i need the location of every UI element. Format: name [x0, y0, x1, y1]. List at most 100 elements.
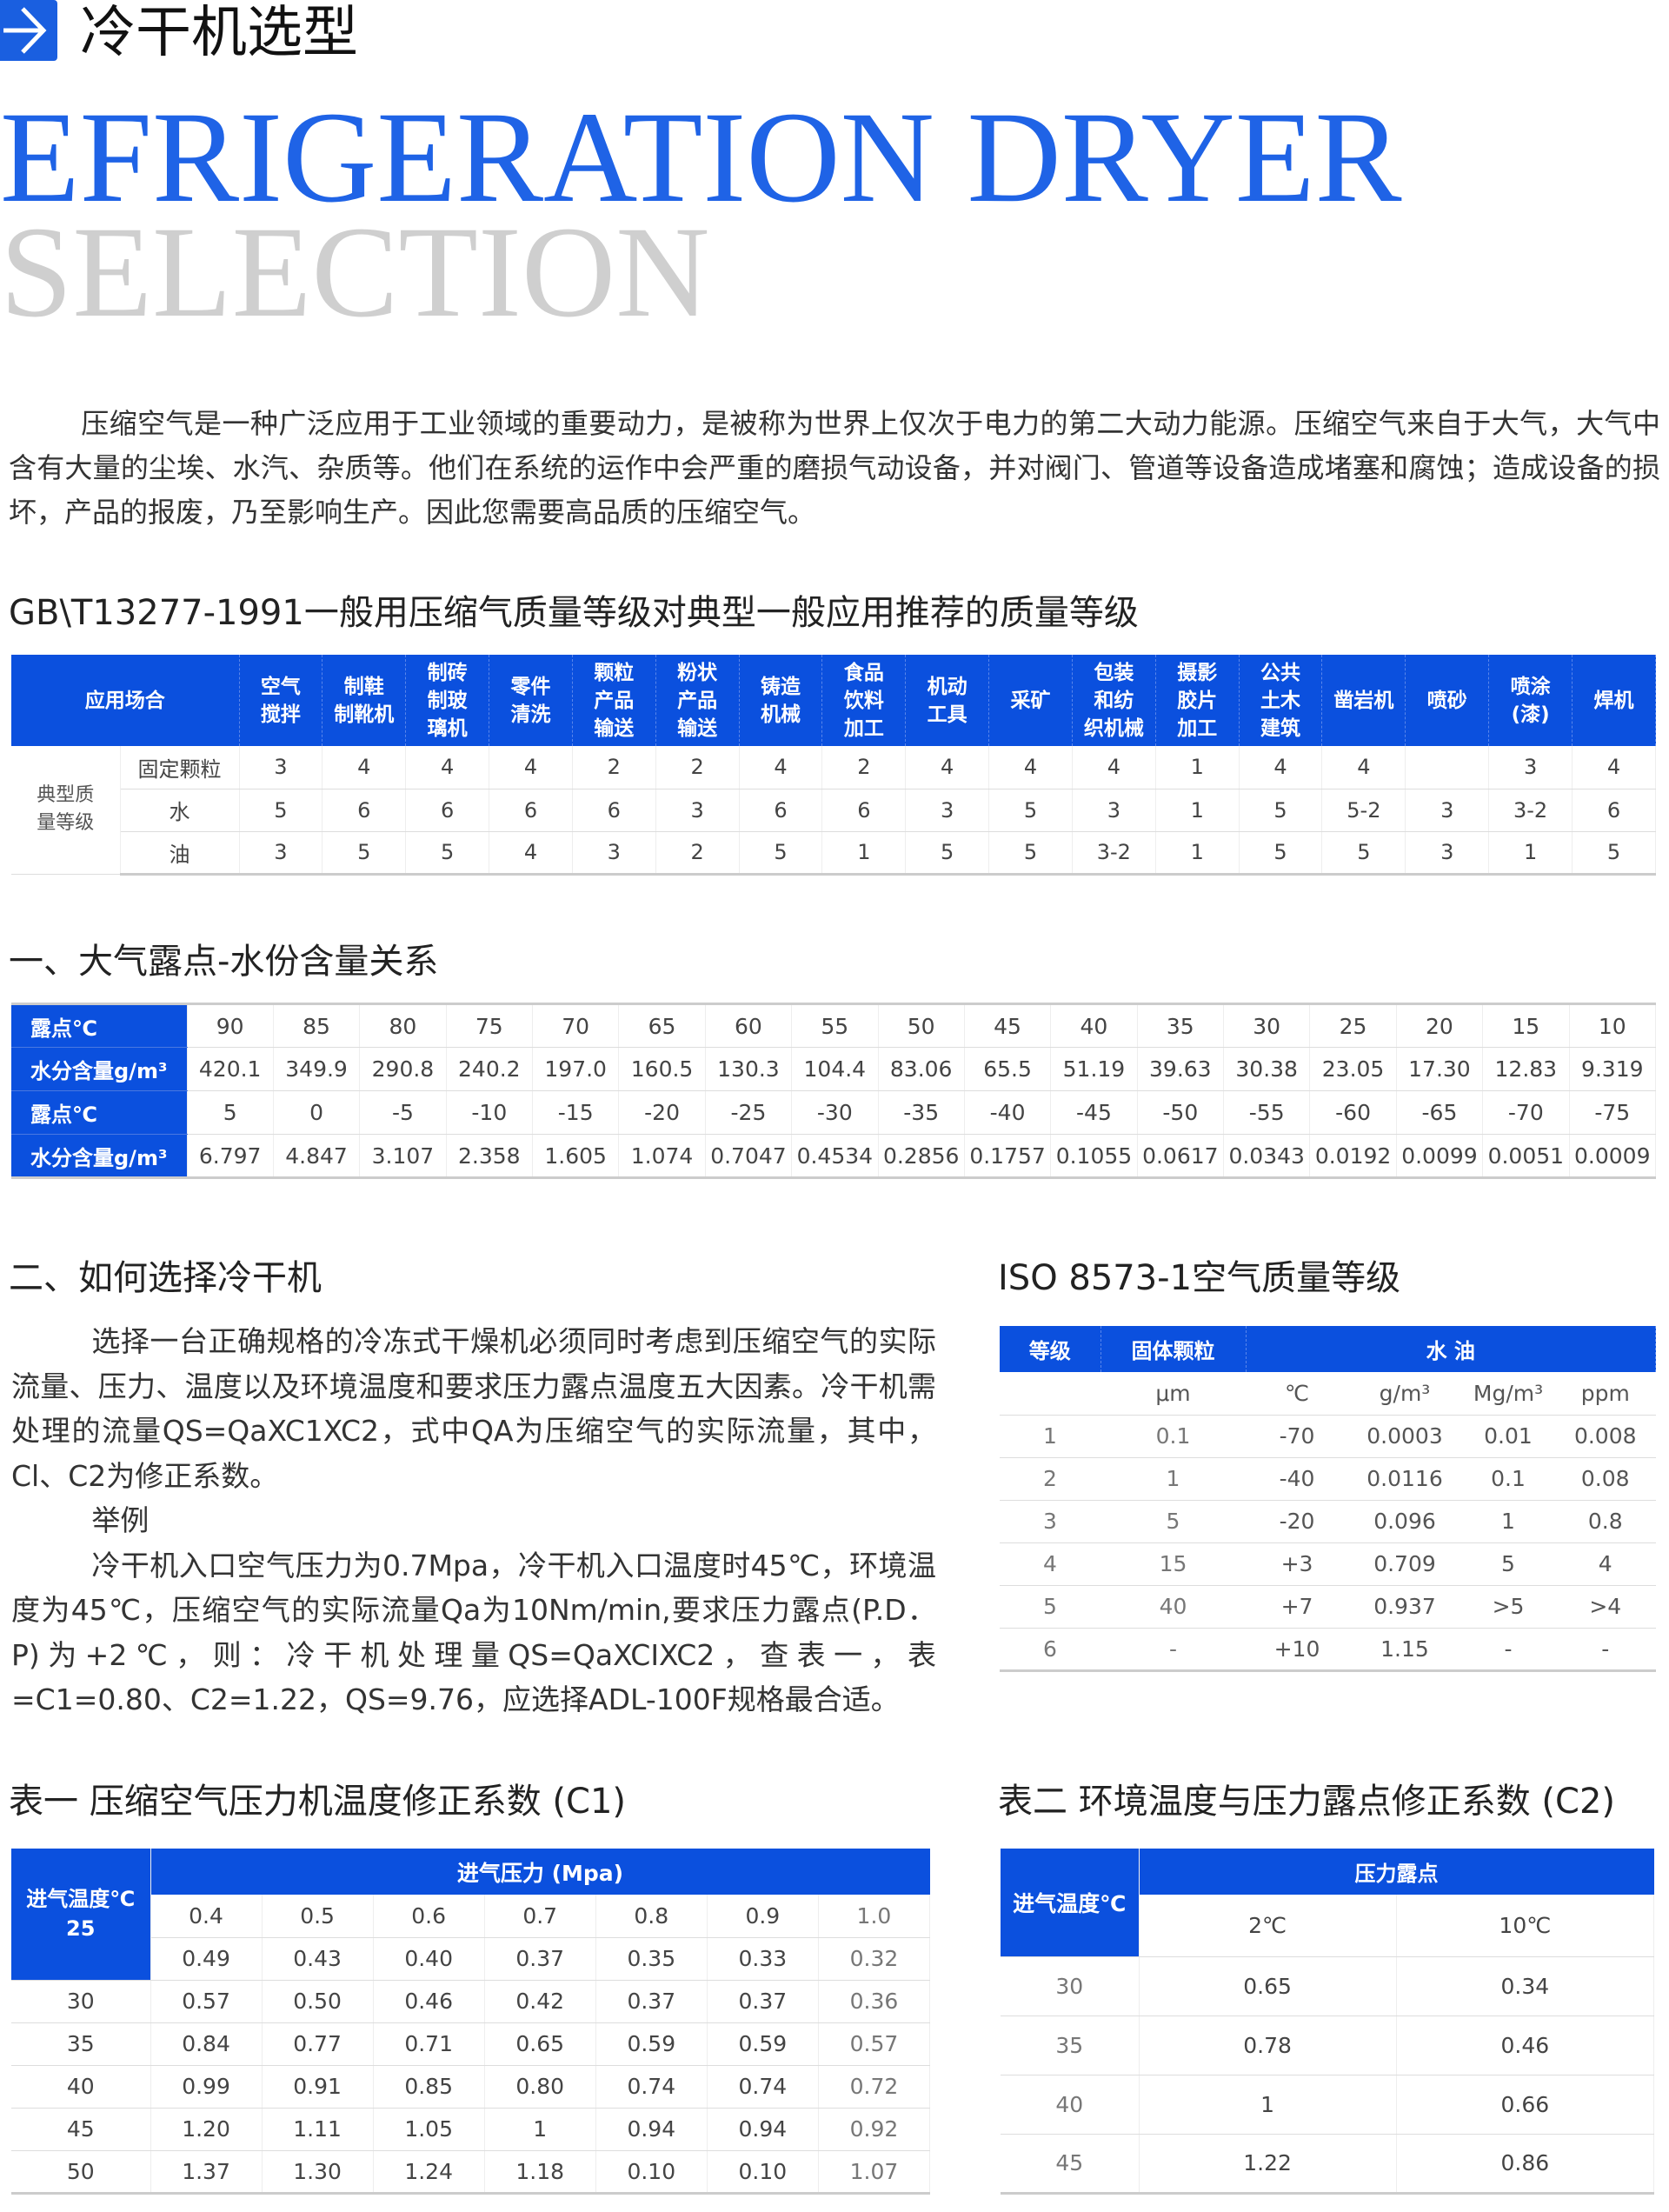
header-cell-application: 应用场合	[11, 655, 240, 746]
table-row: 30 0.57 0.50 0.46 0.42 0.37 0.37 0.36	[11, 1980, 931, 2023]
table-cell: 5	[988, 789, 1073, 832]
table-cell: 0.40	[373, 1937, 485, 1981]
table-row: 3 5 -20 0.096 1 0.8	[1000, 1500, 1656, 1543]
table-cell: 3	[572, 831, 656, 876]
table-cell: 1.15	[1348, 1628, 1461, 1672]
table-cell: -70	[1246, 1415, 1348, 1458]
table-cell: 5	[1321, 831, 1406, 876]
table-cell: 0.008	[1555, 1415, 1656, 1458]
table-cell: 2	[821, 746, 907, 790]
table-cell: 65.5	[964, 1047, 1052, 1091]
table-cell: 0.94	[595, 2108, 708, 2151]
dewpoint-section-title: 一、大气露点-水份含量关系	[9, 942, 439, 982]
table-cell: 5	[1239, 831, 1323, 876]
group-header: 压力露点	[1139, 1849, 1654, 1895]
table-cell: 0.74	[595, 2065, 708, 2109]
table-row: 30 0.65 0.34	[1001, 1956, 1655, 2016]
table-cell: 4	[489, 831, 573, 876]
table-cell: 0.91	[262, 2065, 374, 2109]
table-cell: 0.10	[707, 2150, 819, 2195]
table-cell: -40	[1246, 1457, 1348, 1501]
column-header: 空气 搅拌	[239, 655, 323, 746]
table-cell: 0.2856	[878, 1134, 965, 1178]
table-cell: -	[1461, 1628, 1555, 1672]
table-cell: 5	[988, 831, 1073, 876]
table-cell: 40	[1100, 1585, 1246, 1629]
table-cell: 0.77	[262, 2022, 374, 2066]
column-header: 食品 饮料 加工	[821, 655, 907, 746]
table-cell: 0.86	[1396, 2134, 1655, 2195]
table-row: 50 1.37 1.30 1.24 1.18 0.10 0.10 1.07	[11, 2150, 931, 2195]
table-cell: 30.38	[1223, 1047, 1311, 1091]
table-cell: 160.5	[618, 1047, 706, 1091]
table-cell: 0.99	[150, 2065, 263, 2109]
table-row: 水分含量g/m³ 6.797 4.847 3.107 2.358 1.605 1.074 0.…	[11, 1134, 1656, 1178]
table-row: 45 1.20 1.11 1.05 1 0.94 0.94 0.92	[11, 2108, 931, 2151]
table-cell: -70	[1482, 1090, 1570, 1135]
table-cell: 0.32	[818, 1937, 931, 1981]
column-header: 机动 工具	[905, 655, 990, 746]
table-cell: 1	[1155, 789, 1240, 832]
table-cell: 51.19	[1050, 1047, 1138, 1091]
table-cell: 40	[1050, 1003, 1138, 1048]
table-cell: 5	[1100, 1500, 1246, 1543]
table-cell: 6	[1572, 789, 1656, 832]
table-cell: 3	[905, 789, 990, 832]
table-cell: 60	[705, 1003, 793, 1048]
table-cell: -5	[359, 1090, 447, 1135]
table-cell: 0.0116	[1348, 1457, 1461, 1501]
table-cell: 0.65	[1139, 1956, 1397, 2016]
table-cell: 0.1055	[1050, 1134, 1138, 1178]
table-cell: 0.1	[1461, 1457, 1555, 1501]
table-cell: 4	[405, 746, 490, 790]
table-cell: 0.92	[818, 2108, 931, 2151]
table-cell: 1.05	[373, 2108, 485, 2151]
table-cell: 0.0617	[1137, 1134, 1225, 1178]
table-cell: 3	[1072, 789, 1156, 832]
table-cell: 0.49	[150, 1937, 263, 1981]
table-cell: 240.2	[446, 1047, 534, 1091]
table-cell: 3	[239, 746, 323, 790]
table-cell: 5	[739, 831, 823, 876]
table-cell: -50	[1137, 1090, 1225, 1135]
row-label: 30	[11, 1980, 151, 2023]
table-cell: 0.35	[595, 1937, 708, 1981]
table-cell: 75	[446, 1003, 534, 1048]
pressure-cell: 0.4	[150, 1895, 263, 1938]
corner-cell: 进气温度℃ 25	[11, 1849, 151, 1981]
row-label: 露点℃	[11, 1090, 188, 1135]
table-cell: -30	[791, 1090, 879, 1135]
table-cell: 35	[1137, 1003, 1225, 1048]
table-cell: 0.57	[150, 1980, 263, 2023]
table-cell: 5	[239, 789, 323, 832]
table-cell: 5	[1239, 789, 1323, 832]
table-row: 35 0.78 0.46	[1001, 2015, 1655, 2075]
table-cell: 1.18	[484, 2150, 596, 2195]
c1-correction-table: 进气温度℃ 25 进气压力 (Mpa) 0.4 0.5 0.6 0.7 0.8 0.9 1.0 0.…	[11, 1849, 931, 2195]
table-cell: -65	[1396, 1090, 1484, 1135]
table-cell: 0.74	[707, 2065, 819, 2109]
table-row: 40 0.99 0.91 0.85 0.80 0.74 0.74 0.72	[11, 2065, 931, 2109]
table-cell: 3-2	[1072, 831, 1156, 876]
table-cell: 23.05	[1309, 1047, 1397, 1091]
table-cell: 3.107	[359, 1134, 447, 1178]
table-cell: 3	[239, 831, 323, 876]
table-cell: 6	[405, 789, 490, 832]
table-cell: 0.43	[262, 1937, 374, 1981]
table-cell: 5	[187, 1090, 274, 1135]
dewpoint-row: 2℃ 10℃	[1001, 1895, 1655, 1957]
table-cell: 6	[821, 789, 907, 832]
table-cell: 0.46	[1396, 2015, 1655, 2075]
table-header-row: 应用场合 空气 搅拌 制鞋 制靴机 制砖 制玻 璃机 零件 清洗 颗粒 产品 输送 粉状 产…	[11, 655, 1656, 746]
row-label: 50	[11, 2150, 151, 2195]
table-cell: 1	[1155, 746, 1240, 790]
table-cell: 0.1757	[964, 1134, 1052, 1178]
column-header: 凿岩机	[1321, 655, 1406, 746]
pressure-cell: 0.5	[262, 1895, 374, 1938]
corner-label: 进气温度℃	[26, 1887, 136, 1912]
table-cell: -20	[1246, 1500, 1348, 1543]
unit-cell: Mg/m³	[1461, 1372, 1555, 1416]
selection-paragraph: 选择一台正确规格的冷冻式干燥机必须同时考虑到压缩空气的实际流量、压力、温度以及环…	[11, 1324, 936, 1493]
iso-quality-table: 等级 固体颗粒水 油 μm ℃ g/m³ Mg/m³ ppm 1 0.1 -70 0.0003 0.0…	[1000, 1326, 1656, 1672]
header-water-oil: 水 油	[1246, 1326, 1656, 1372]
